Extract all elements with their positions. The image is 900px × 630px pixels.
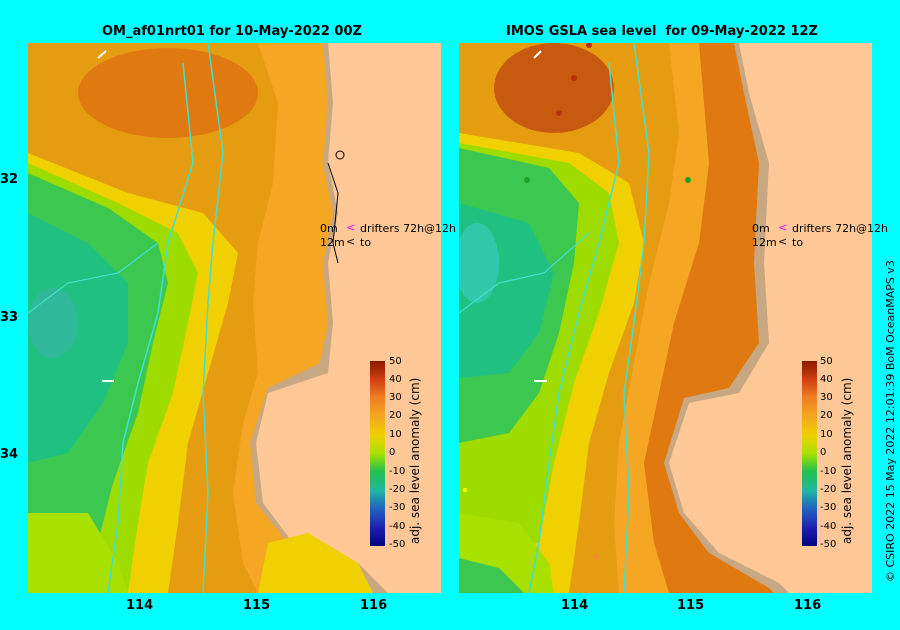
left-x-tick-115: 115 xyxy=(243,598,271,613)
legend-depth-12m: 12m xyxy=(320,236,345,249)
right-x-tick-115: 115 xyxy=(677,598,705,613)
left-sea-level-map xyxy=(28,43,441,593)
right-map-title: IMOS GSLA sea level for 09-May-2022 12Z xyxy=(506,24,818,39)
legend-depth-0m: 0m xyxy=(752,222,770,235)
legend-arrow-magenta: < xyxy=(346,221,356,234)
y-tick-34: 34 xyxy=(0,447,19,462)
right-x-tick-114: 114 xyxy=(561,598,589,613)
left-colorbar xyxy=(370,361,385,546)
legend-drifters-label: drifters 72h@12h xyxy=(360,222,457,235)
right-map-panel[interactable]: 0m < drifters 72h@12h 12m < to xyxy=(459,43,888,593)
legend-to-label: to xyxy=(792,236,804,249)
legend-arrow-magenta: < xyxy=(778,221,788,234)
legend-arrow-black: < xyxy=(778,235,788,248)
right-colorbar xyxy=(802,361,817,546)
left-map-title: OM_af01nrt01 for 10-May-2022 00Z xyxy=(102,24,362,39)
right-sea-level-map xyxy=(459,43,872,593)
right-colorbar-title: adj. sea level anomaly (cm) xyxy=(840,377,854,544)
legend-to-label: to xyxy=(360,236,372,249)
left-colorbar-title: adj. sea level anomaly (cm) xyxy=(408,377,422,544)
left-x-tick-114: 114 xyxy=(126,598,154,613)
y-tick-33: 33 xyxy=(0,310,19,325)
legend-depth-12m: 12m xyxy=(752,236,777,249)
left-map-panel[interactable]: 0m < drifters 72h@12h 12m < to xyxy=(28,43,456,593)
credit-line: © CSIRO 2022 15 May 2022 12:01:39 BoM Oc… xyxy=(884,260,897,582)
legend-depth-0m: 0m xyxy=(320,222,338,235)
right-x-tick-116: 116 xyxy=(794,598,822,613)
legend-arrow-black: < xyxy=(346,235,356,248)
left-x-tick-116: 116 xyxy=(360,598,388,613)
y-tick-32: 32 xyxy=(0,172,19,187)
legend-drifters-label: drifters 72h@12h xyxy=(792,222,889,235)
